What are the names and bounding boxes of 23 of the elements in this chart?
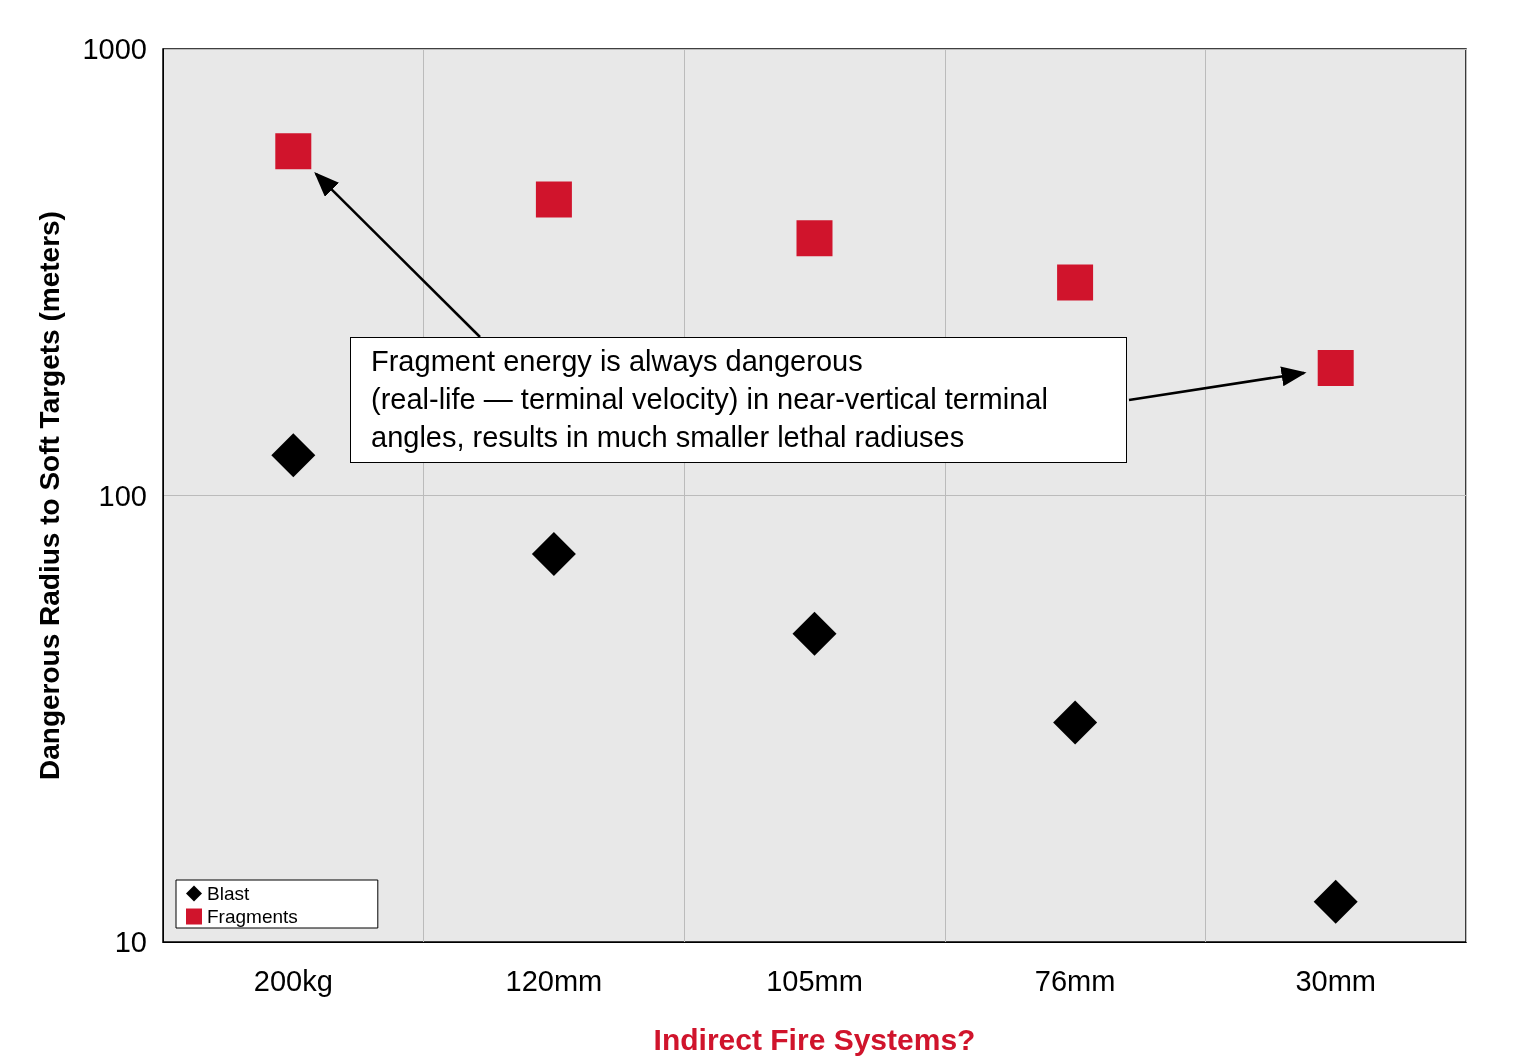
point	[1313, 879, 1358, 924]
x-tick-label: 200kg	[253, 964, 333, 997]
y-tick-label: 100	[98, 479, 147, 512]
point	[535, 181, 572, 218]
point	[1057, 264, 1094, 301]
legend-label: Fragments	[207, 906, 298, 927]
point	[792, 611, 837, 656]
point	[531, 531, 576, 576]
x-tick-label: 120mm	[505, 964, 603, 997]
point	[796, 220, 833, 257]
x-tick-label: 76mm	[1034, 964, 1116, 997]
point	[271, 433, 316, 478]
y-tick-label: 1000	[82, 33, 147, 65]
x-tick-label: 30mm	[1295, 964, 1376, 997]
y-axis-title: Dangerous Radius to Soft Targets (meters)	[33, 211, 65, 780]
point	[1053, 700, 1098, 745]
x-axis-title: Indirect Fire Systems?	[653, 1022, 976, 1056]
y-tick-label: 10	[114, 926, 147, 958]
callout-box: Fragment energy is always dangerous (real-life — terminal velocity) in near-vertical terminal angles, results in much smaller lethal radiuses	[350, 337, 1127, 463]
legend-label: Blast	[207, 883, 250, 904]
x-tick-label: 105mm	[766, 964, 863, 997]
point	[275, 133, 312, 170]
point	[1317, 350, 1354, 386]
